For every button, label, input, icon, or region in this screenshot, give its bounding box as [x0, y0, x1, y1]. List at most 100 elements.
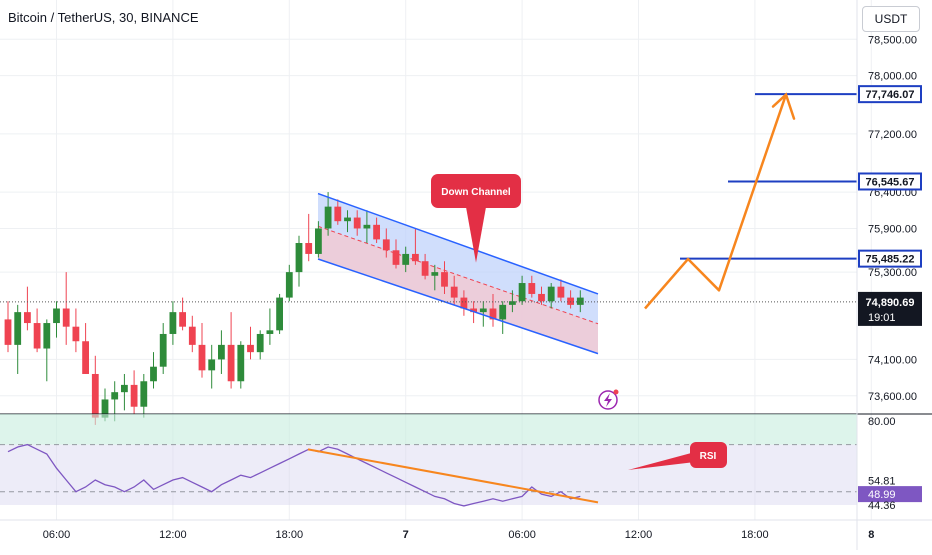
candle-body — [576, 297, 584, 305]
candle-body — [353, 217, 361, 229]
rsi-overbought-zone — [0, 414, 857, 445]
current-price-label: 74,890.69 — [866, 297, 915, 309]
candle-body — [33, 323, 41, 349]
candle-body — [218, 344, 225, 360]
channel-lower-fill — [318, 226, 598, 354]
rsi-callout-pointer — [628, 452, 695, 470]
time-tick-label: 7 — [403, 529, 409, 541]
candle-body — [188, 326, 196, 345]
candle-body — [62, 308, 70, 327]
candle-body — [256, 333, 264, 353]
countdown-label: 19:01 — [868, 312, 896, 324]
candle-body — [470, 308, 477, 313]
candle-body — [538, 293, 545, 302]
lightning-icon[interactable] — [598, 389, 619, 410]
candle-body — [72, 326, 80, 342]
candle-body — [324, 206, 332, 229]
candle-body — [130, 384, 138, 407]
candle-body — [363, 224, 371, 229]
candle-body — [402, 253, 410, 265]
candle-body — [198, 344, 206, 371]
candle-body — [373, 224, 380, 240]
candle-body — [121, 384, 128, 393]
candle-body — [547, 286, 555, 302]
channel-midline — [317, 225, 599, 325]
time-tick-label: 06:00 — [508, 529, 536, 541]
candle-body — [557, 286, 565, 298]
candle-body — [82, 341, 89, 374]
candle-body — [150, 366, 157, 382]
candle-body — [43, 323, 51, 349]
projection-arrowhead — [771, 92, 796, 120]
rsi-current-label: 48.99 — [868, 489, 896, 501]
candle-body — [4, 319, 12, 345]
candle-body — [24, 312, 31, 324]
price-tick-label: 75,300.00 — [868, 267, 917, 279]
candle-body — [295, 243, 303, 273]
candle-body — [276, 297, 283, 331]
candle-body — [567, 297, 574, 305]
candle-body — [227, 344, 235, 382]
candle-body — [169, 312, 177, 334]
candle-body — [179, 312, 186, 327]
down-channel-label: Down Channel — [441, 187, 511, 198]
candle-body — [489, 308, 497, 320]
price-tick-label: 78,000.00 — [868, 71, 917, 83]
chart-title: Bitcoin / TetherUS, 30, BINANCE — [8, 10, 199, 25]
current-price-tag — [858, 291, 922, 326]
price-tick-label: 74,100.00 — [868, 354, 917, 366]
rsi-tick-label: 80.00 — [868, 416, 896, 428]
candle-body — [14, 312, 22, 345]
candle-body — [208, 359, 216, 371]
rsi-callout-box — [690, 442, 727, 468]
candle-body — [528, 283, 536, 294]
projection-path — [644, 94, 788, 310]
candle-body — [111, 392, 119, 400]
candle-body — [315, 228, 322, 254]
candle-body — [509, 301, 516, 305]
candle-body — [159, 333, 167, 367]
candle-body — [431, 272, 439, 276]
candle-body — [237, 344, 245, 382]
candle-body — [140, 381, 148, 407]
rsi-tick-label: 44.36 — [868, 500, 896, 512]
candle-body — [499, 304, 507, 320]
callout-pointer — [466, 207, 486, 263]
rsi-callout-label: RSI — [700, 451, 717, 462]
callout-box — [431, 174, 521, 208]
candle-body — [421, 261, 429, 276]
level-price-label: 77,746.07 — [866, 89, 915, 101]
time-tick-label: 18:00 — [276, 529, 304, 541]
price-tick-label: 77,200.00 — [868, 129, 917, 141]
down-channel-callout: Down Channel — [431, 174, 521, 263]
lightning-icon-glyph — [604, 393, 612, 407]
rsi-divergence-line — [307, 448, 599, 504]
channel-lower-line — [317, 258, 599, 355]
candle-body — [101, 399, 109, 418]
candle-body — [450, 286, 458, 298]
level-price-tag-inner — [860, 174, 920, 189]
candle-body — [91, 373, 99, 418]
rsi-current-tag — [858, 486, 922, 503]
currency-button[interactable]: USDT — [862, 6, 920, 32]
candle-body — [460, 297, 468, 309]
price-tick-label: 75,900.00 — [868, 223, 917, 235]
price-tick-label: 73,600.00 — [868, 391, 917, 403]
candle-body — [334, 206, 342, 222]
channel-upper-line — [317, 192, 599, 295]
lightning-icon-dot — [613, 389, 619, 395]
candles — [4, 192, 584, 425]
time-tick-label: 18:00 — [741, 529, 769, 541]
candle-body — [266, 330, 274, 334]
level-price-label: 76,545.67 — [866, 176, 915, 188]
candle-body — [344, 217, 351, 222]
time-tick-label: 12:00 — [159, 529, 187, 541]
rsi-series-line — [7, 443, 581, 507]
rsi-tick-label: 54.81 — [868, 475, 896, 487]
level-price-tag-inner — [860, 251, 920, 266]
candle-body — [247, 344, 254, 353]
candle-body — [53, 308, 60, 324]
candle-body — [285, 272, 293, 298]
